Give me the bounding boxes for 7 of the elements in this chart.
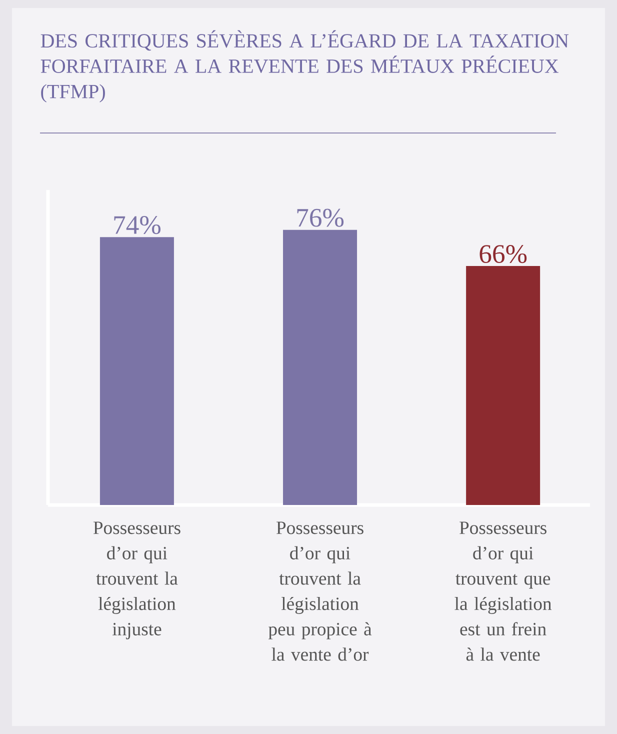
chart-title: DES CRITIQUES SÉVÈRES A L’ÉGARD DE LA TAXATION FORFAITAIRE A LA REVENTE DES MÉTAUX PRÉCIEUX (TFMP) (40, 30, 569, 102)
x-tick-label: Possesseurs d’or qui trouvent que la législation est un frein à la vente (454, 522, 552, 661)
data-label: 66% (480, 245, 527, 264)
x-tick-label: Possesseurs d’or qui trouvent la législation injuste (93, 522, 180, 640)
x-tick-label: Possesseurs d’or qui trouvent la législation peu propice à la vente d’or (268, 522, 372, 661)
data-label: 76% (297, 208, 344, 227)
data-label: 74% (114, 216, 160, 234)
